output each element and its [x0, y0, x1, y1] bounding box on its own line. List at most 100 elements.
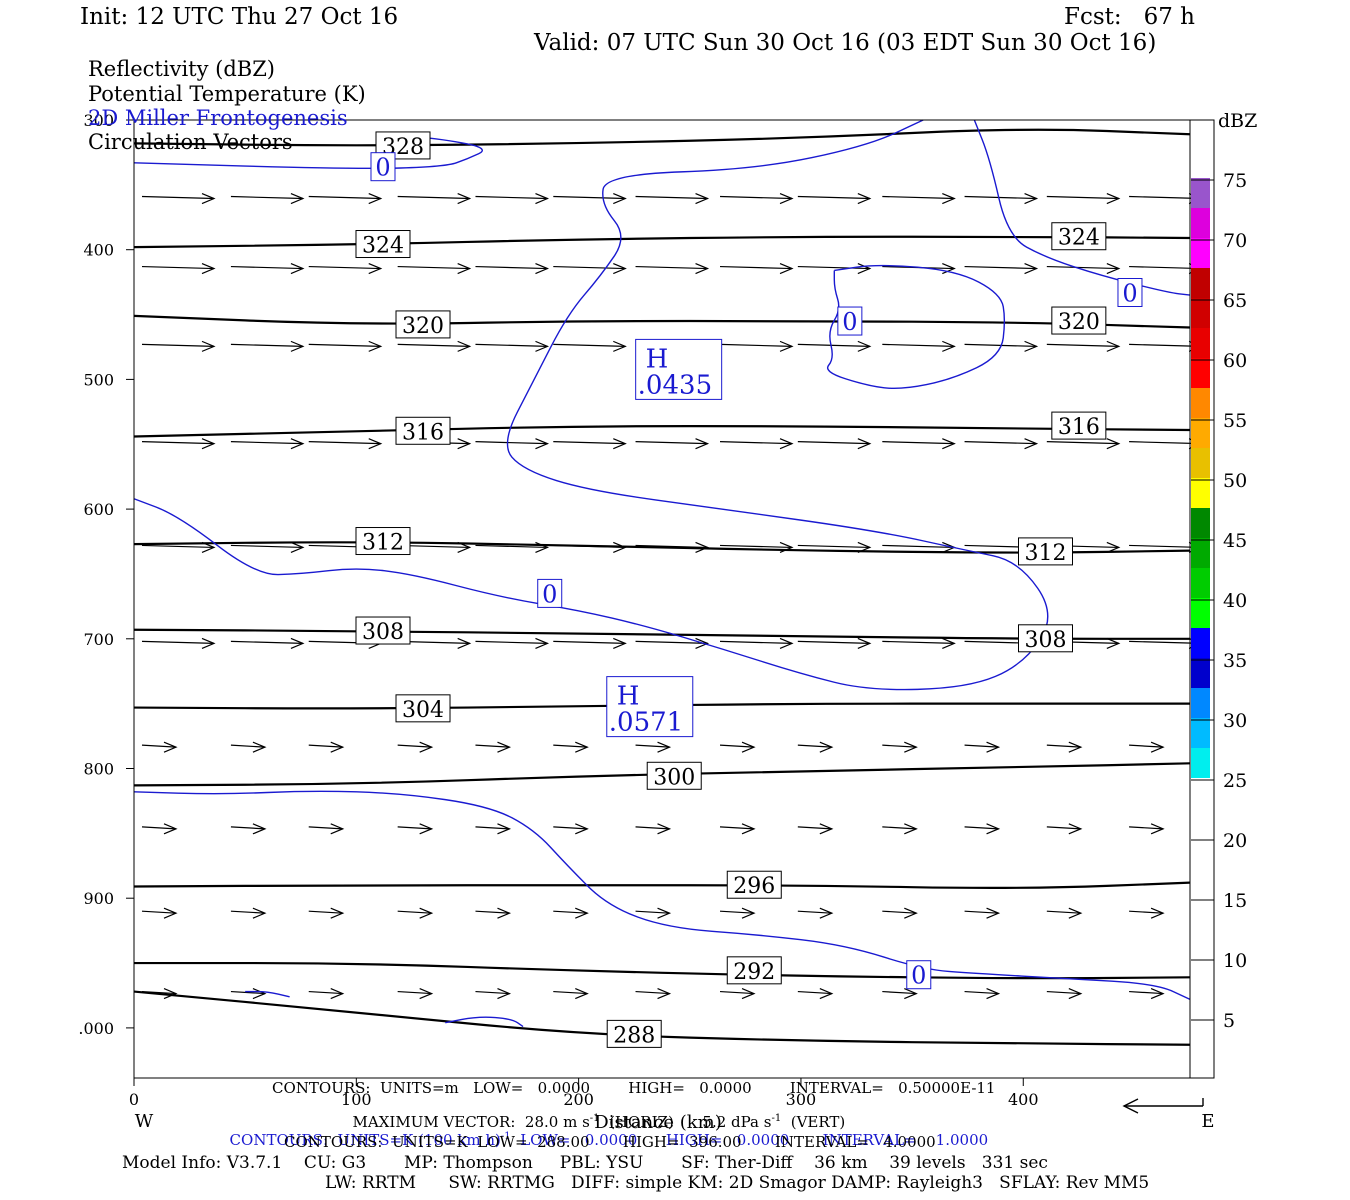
theta-label-292: 292 [726, 956, 782, 985]
circulation-vector [553, 907, 589, 919]
colorbar-segment [1191, 238, 1210, 268]
svg-text:304: 304 [402, 698, 444, 723]
circulation-vector [1129, 907, 1165, 919]
circulation-vector [797, 823, 834, 835]
circulation-vector [719, 741, 756, 753]
circulation-vector [1046, 823, 1083, 835]
x-tick-label: 300 [786, 1090, 817, 1109]
circulation-vector [475, 988, 512, 1000]
circulation-vector [397, 907, 434, 919]
circulation-vector [397, 741, 434, 753]
colorbar-segment [1191, 178, 1210, 208]
colorbar-segment [1191, 208, 1210, 238]
x-tick-label: 200 [563, 1090, 594, 1109]
circulation-vector [720, 637, 794, 649]
frontogenesis-contours [133, 119, 1191, 1028]
circulation-vector [553, 192, 627, 205]
circulation-vector [964, 192, 1039, 205]
colorbar-segment [1191, 508, 1210, 538]
circulation-vector [1046, 192, 1121, 205]
frontogenesis-contour [133, 132, 483, 170]
colorbar-tick-label: 55 [1223, 410, 1247, 432]
circulation-vector [882, 988, 918, 1000]
circulation-vector [553, 988, 589, 1000]
circulation-vector [964, 823, 1001, 835]
colorbar-tick-label: 40 [1223, 590, 1247, 612]
circulation-vector [964, 907, 1001, 919]
circulation-vector [230, 263, 305, 275]
theta-contour-296 [133, 881, 1191, 890]
circulation-vector [882, 340, 956, 352]
x-tick-label: 100 [341, 1090, 372, 1109]
circulation-vector [230, 541, 305, 553]
legend-vectors: Circulation Vectors [88, 130, 293, 154]
circulation-vector [308, 438, 383, 450]
y-tick-label: 300 [83, 111, 114, 130]
circulation-vector [141, 637, 216, 649]
colorbar-tick-label: 45 [1223, 530, 1247, 552]
colorbar-unit: dBZ [1218, 110, 1257, 132]
theta-contour-324 [133, 235, 1191, 249]
circulation-vector [964, 741, 1001, 753]
circulation-vector [141, 823, 178, 835]
x-tick-label: 400 [1008, 1090, 1039, 1109]
svg-text:320: 320 [402, 314, 444, 339]
circulation-vector [308, 192, 383, 205]
circulation-vector [719, 907, 756, 919]
svg-text:316: 316 [1058, 415, 1100, 440]
circulation-vector [719, 988, 756, 1000]
colorbar-segment [1191, 658, 1210, 688]
frontogenesis-contour [445, 1016, 524, 1028]
colorbar-tick-label: 65 [1223, 290, 1247, 312]
circulation-vector [882, 438, 956, 450]
frontogenesis-zero-label: 0 [1117, 278, 1143, 308]
init-time: Init: 12 UTC Thu 27 Oct 16 [80, 4, 399, 30]
theta-label-296: 296 [726, 870, 782, 899]
circulation-vector [635, 192, 710, 205]
east-label: E [1201, 1111, 1214, 1132]
circulation-vector [1046, 741, 1083, 753]
colorbar-tick-label: 15 [1223, 890, 1247, 912]
colorbar-segment [1191, 718, 1210, 748]
theta-contour-316 [133, 424, 1191, 438]
circulation-vector [308, 263, 383, 275]
circulation-vector [720, 263, 794, 275]
colorbar-tick-label: 60 [1223, 350, 1247, 372]
colorbar-segment [1191, 418, 1210, 448]
circulation-vector [397, 192, 472, 205]
circulation-vector [797, 907, 834, 919]
circulation-vector [635, 741, 672, 753]
circulation-vector [964, 988, 1001, 1000]
svg-text:312: 312 [362, 531, 404, 556]
y-tick-label: 800 [83, 760, 114, 779]
circulation-vector [553, 438, 627, 450]
circulation-vector [553, 823, 589, 835]
colorbar-segment [1191, 568, 1210, 598]
theta-label-320: 320 [395, 310, 451, 339]
circulation-vector [882, 637, 956, 649]
legend-theta: Potential Temperature (K) [88, 82, 366, 106]
theta-contour-308 [133, 628, 1190, 640]
circulation-vector [1046, 263, 1121, 275]
frontogenesis-contour [133, 119, 1049, 691]
circulation-vector [1046, 438, 1121, 450]
frontogenesis-high: H.0571 [606, 676, 694, 738]
colorbar-segment [1191, 688, 1210, 718]
circulation-vector [230, 192, 305, 205]
valid-time: Valid: 07 UTC Sun 30 Oct 16 (03 EDT Sun … [534, 30, 1157, 56]
frontogenesis-high: H.0435 [635, 338, 723, 400]
colorbar-segment [1191, 538, 1210, 568]
x-tick-label: 0 [129, 1090, 139, 1109]
theta-contour-300 [133, 762, 1191, 787]
circulation-vector [797, 741, 834, 753]
circulation-vector [964, 438, 1039, 450]
svg-text:0: 0 [375, 154, 390, 182]
circulation-vector [635, 637, 710, 649]
circulation-vector [141, 263, 216, 275]
circulation-vector [308, 340, 383, 352]
circulation-vector [797, 263, 872, 275]
plot-frame [133, 119, 1215, 1079]
west-label: W [135, 1111, 154, 1132]
theta-label-324: 324 [355, 230, 411, 259]
